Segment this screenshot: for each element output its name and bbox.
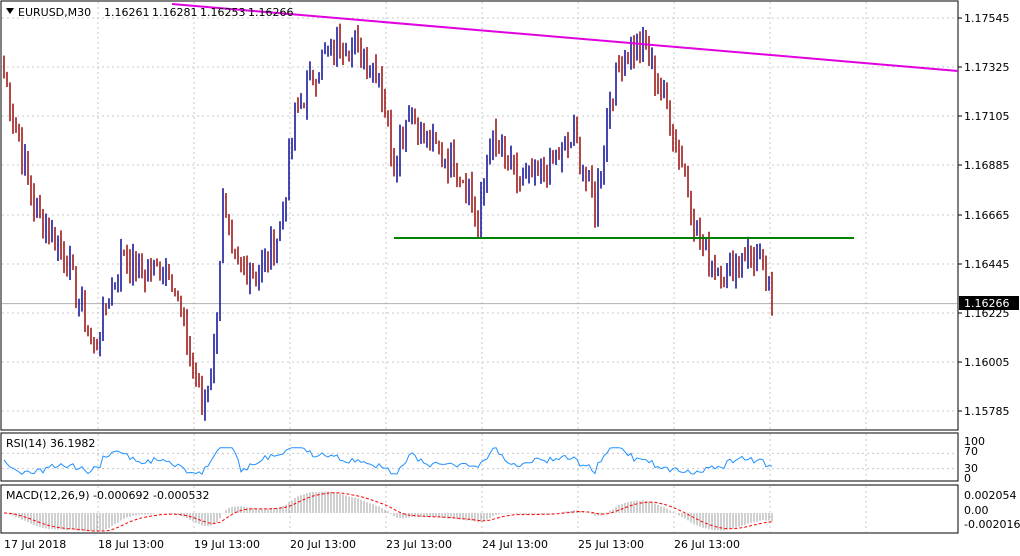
price-tick: 1.17545 [964, 12, 1010, 25]
macd-label: MACD(12,26,9) -0.000692 -0.000532 [6, 489, 209, 502]
macd-tick: 0.00 [964, 504, 989, 517]
resistance-line [171, 3, 959, 72]
rsi-tick: 100 [964, 435, 985, 448]
rsi-series [2, 447, 957, 476]
price-tick: 1.15785 [964, 405, 1010, 418]
macd-series [3, 491, 773, 532]
time-tick: 18 Jul 13:00 [98, 538, 164, 551]
macd-signal-line [3, 492, 773, 532]
ohlc-low: 1.16253 [200, 6, 246, 19]
symbol-label: EURUSD,M30 [18, 6, 91, 19]
time-tick: 19 Jul 13:00 [194, 538, 260, 551]
rsi-panel [0, 432, 959, 482]
macd-panel [0, 484, 959, 534]
time-tick: 25 Jul 13:00 [578, 538, 644, 551]
current-price-tag [959, 296, 1019, 310]
trend-lines [171, 3, 959, 239]
rsi-line [3, 447, 773, 476]
price-tick: 1.16005 [964, 356, 1010, 369]
rsi-tick: 70 [964, 445, 978, 458]
price-tick: 1.16445 [964, 258, 1010, 271]
price-axis: 1.17545 1.17325 1.17105 1.16885 1.16665 … [958, 12, 1010, 418]
rsi-tick: 30 [964, 462, 978, 475]
price-panel [0, 0, 959, 431]
price-tick: 1.16225 [964, 307, 1010, 320]
rsi-label: RSI(14) 36.1982 [6, 437, 95, 450]
ohlc-high: 1.16281 [152, 6, 198, 19]
price-tick: 1.16885 [964, 159, 1010, 172]
time-axis: 17 Jul 2018 18 Jul 13:00 19 Jul 13:00 20… [4, 538, 740, 551]
time-tick: 20 Jul 13:00 [290, 538, 356, 551]
macd-tick: 0.002054 [964, 489, 1017, 502]
time-tick: 26 Jul 13:00 [674, 538, 740, 551]
time-tick: 17 Jul 2018 [4, 538, 66, 551]
macd-tick: -0.002016 [964, 518, 1020, 531]
time-tick: 23 Jul 13:00 [386, 538, 452, 551]
grid-lines [2, 2, 957, 532]
price-tick: 1.16665 [964, 209, 1010, 222]
ohlc-close: 1.16266 [248, 6, 294, 19]
ohlc-open: 1.16261 [104, 6, 150, 19]
price-tick: 1.17105 [964, 110, 1010, 123]
rsi-tick: 0 [964, 472, 971, 485]
price-tick: 1.17325 [964, 61, 1010, 74]
dropdown-arrow-icon[interactable] [6, 8, 14, 14]
time-tick: 24 Jul 13:00 [482, 538, 548, 551]
current-price-value: 1.16266 [964, 297, 1010, 310]
candles [3, 23, 773, 421]
